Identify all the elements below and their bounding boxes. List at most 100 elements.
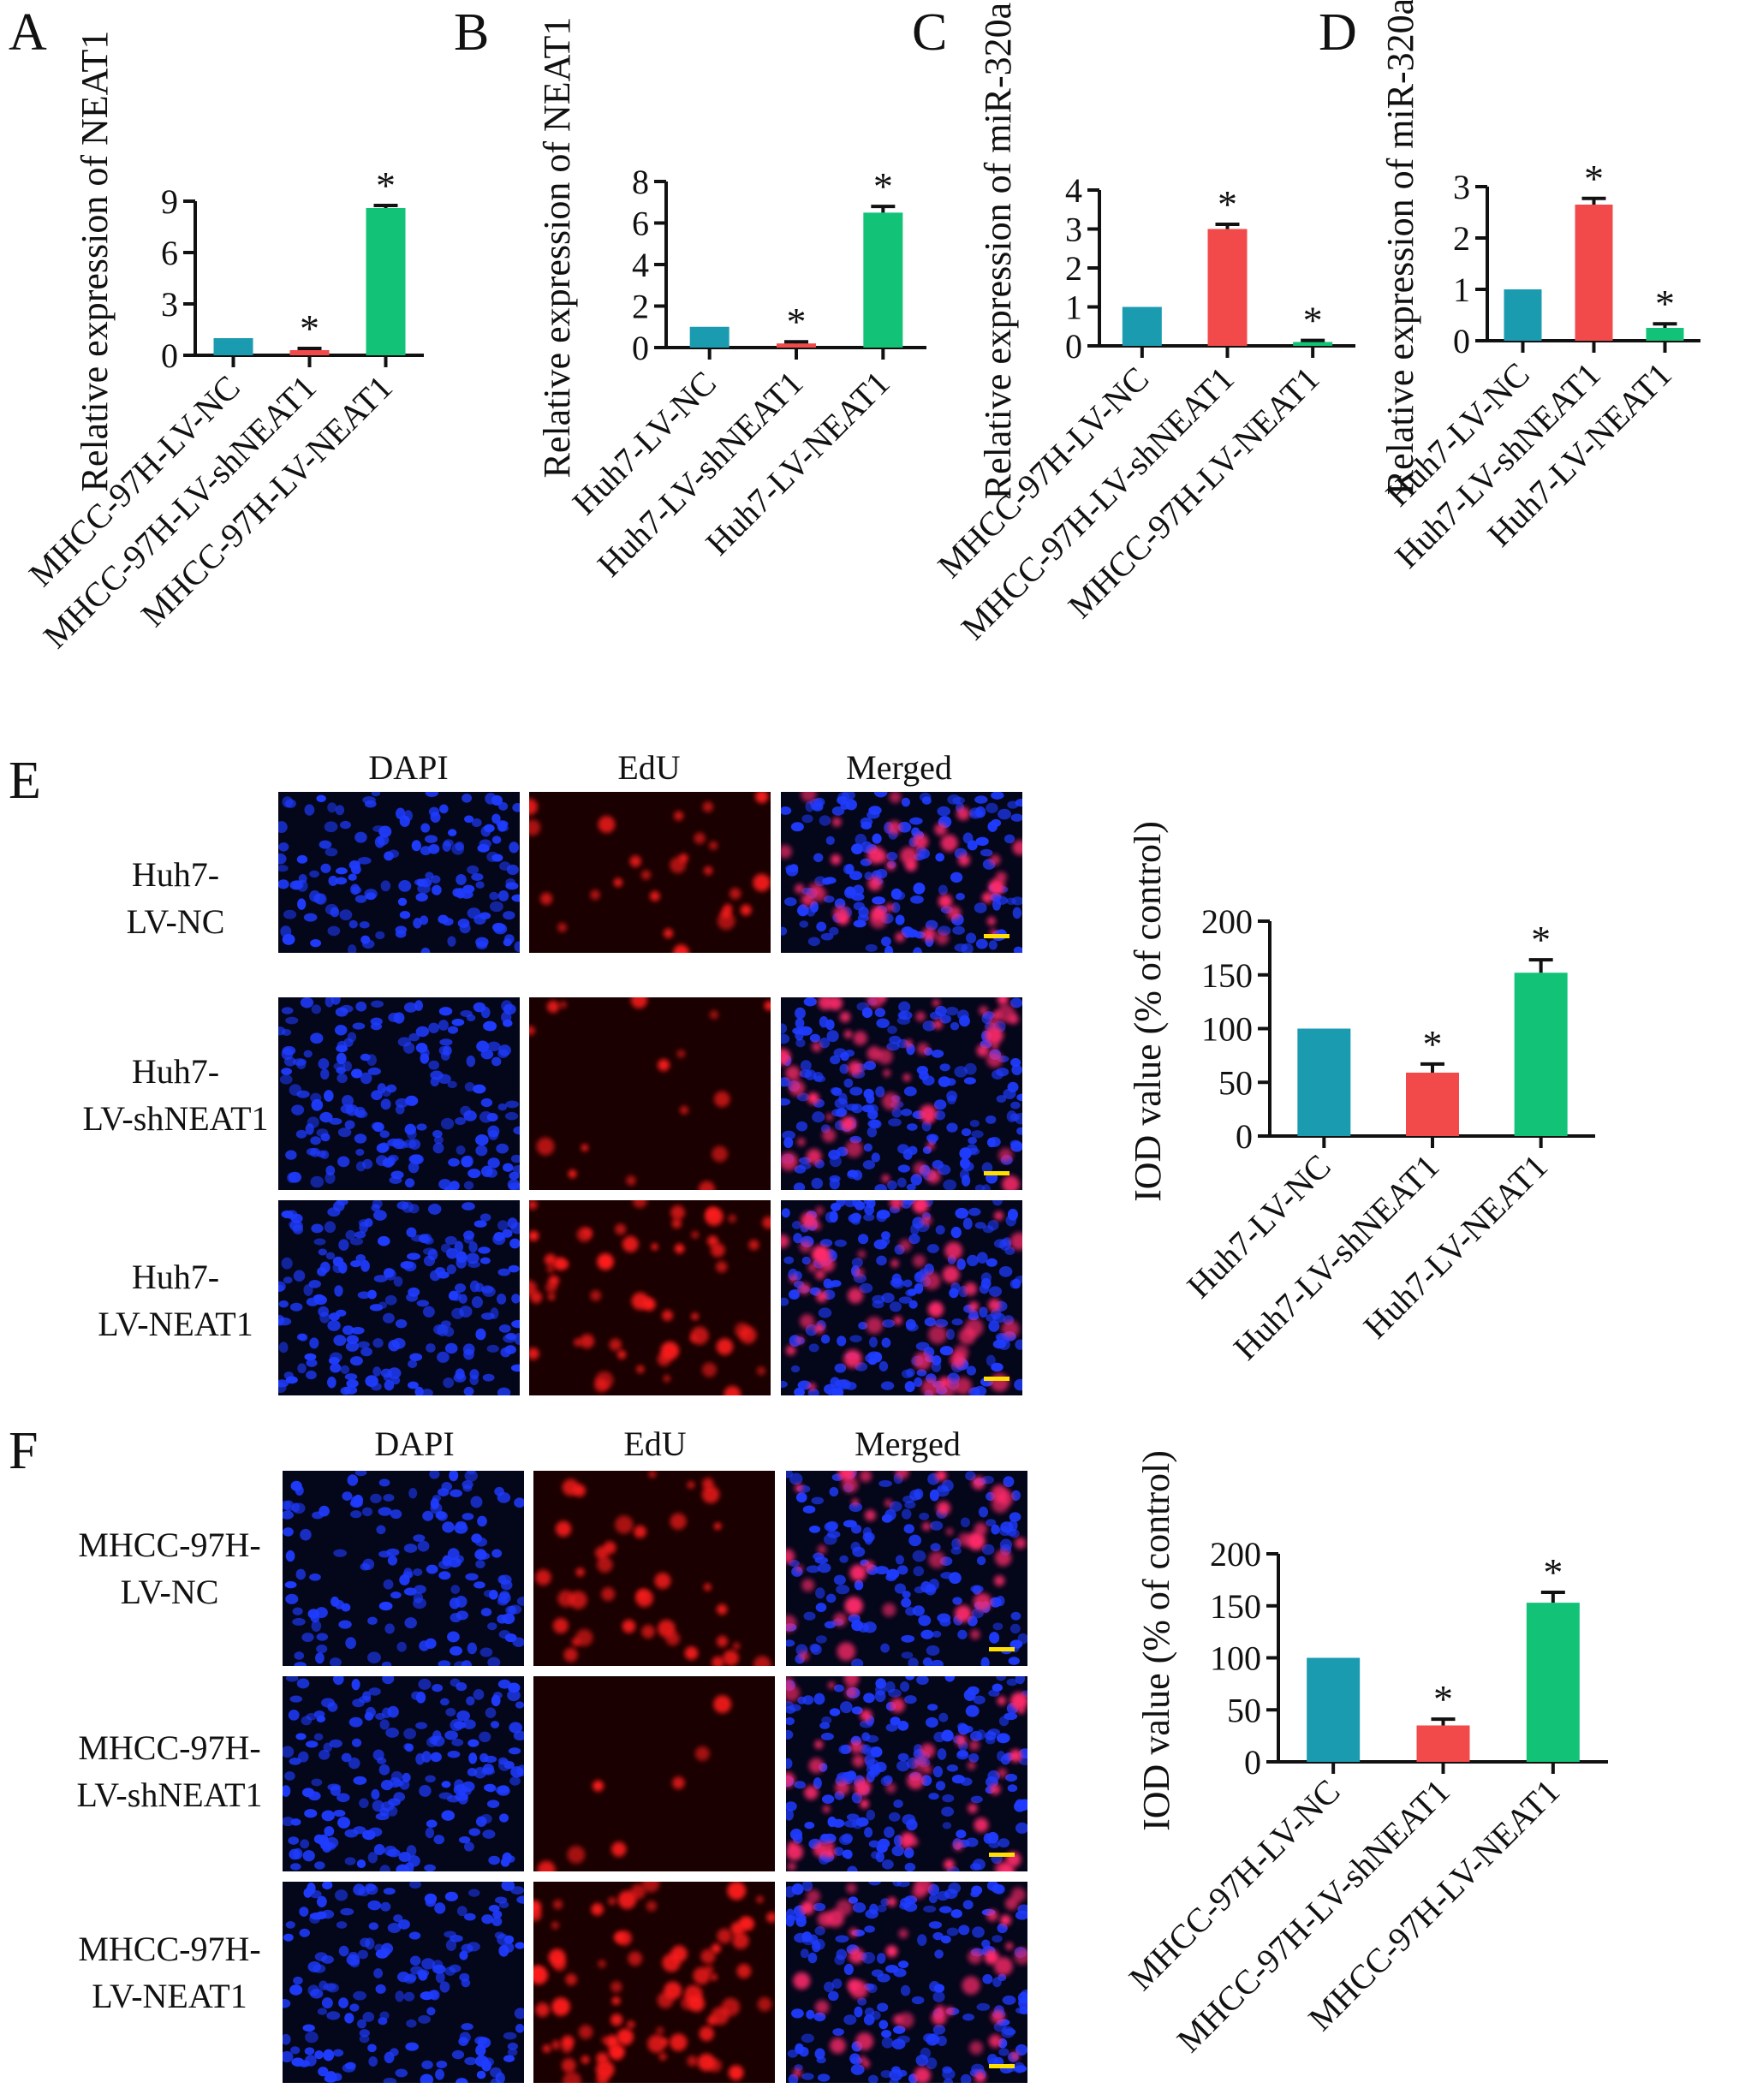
nucleus — [420, 915, 429, 925]
edu-signal — [785, 1065, 801, 1081]
nucleus — [432, 1142, 444, 1154]
nucleus — [360, 1562, 371, 1571]
nucleus — [956, 1258, 966, 1270]
nucleus — [939, 1063, 950, 1072]
nucleus — [342, 1325, 354, 1336]
nucleus — [965, 1471, 976, 1481]
nucleus — [390, 1170, 404, 1180]
nucleus — [382, 1157, 395, 1168]
cell-layer — [283, 1471, 524, 1666]
bar-huh7-lv-nc — [689, 326, 730, 348]
nucleus — [855, 1817, 869, 1827]
nucleus — [447, 1026, 459, 1034]
nucleus — [827, 1816, 837, 1828]
nucleus — [794, 1164, 807, 1174]
row-label-line2: LV-shNEAT1 — [82, 1099, 268, 1138]
edu-signal — [786, 1772, 795, 1788]
edu-signal — [953, 1344, 969, 1360]
nucleus — [850, 1541, 861, 1552]
nucleus — [310, 1988, 324, 1999]
nucleus — [443, 1377, 455, 1389]
edu-signal — [622, 1235, 639, 1252]
nucleus — [868, 806, 882, 815]
nucleus — [943, 1179, 957, 1190]
nucleus — [1009, 1623, 1021, 1634]
nucleus — [380, 1801, 395, 1811]
nucleus — [380, 1901, 391, 1912]
nucleus — [851, 1706, 863, 1715]
edu-signal — [575, 1568, 585, 1577]
nucleus — [283, 1746, 295, 1758]
edu-signal — [529, 1200, 538, 1210]
nucleus — [974, 806, 986, 818]
nucleus — [284, 799, 296, 808]
edu-signal — [852, 1755, 865, 1768]
nucleus — [867, 1984, 878, 1993]
nucleus — [420, 2073, 434, 2083]
nucleus — [891, 1273, 902, 1285]
edu-signal — [859, 1471, 872, 1483]
nucleus — [1007, 800, 1019, 809]
nucleus — [422, 1233, 432, 1244]
nucleus — [998, 1526, 1011, 1536]
nucleus — [866, 1200, 876, 1209]
row-label-line2: LV-NEAT1 — [98, 1305, 253, 1343]
nucleus — [479, 839, 491, 849]
nucleus — [454, 1240, 464, 1253]
nucleus — [349, 2003, 360, 2012]
nucleus — [900, 1681, 910, 1692]
nucleus — [815, 1635, 827, 1644]
edu-signal — [786, 1549, 795, 1564]
edu-signal — [551, 2040, 562, 2050]
nucleus — [781, 1208, 790, 1218]
nucleus — [422, 1247, 437, 1256]
nucleus — [837, 1336, 847, 1347]
nucleus — [403, 1974, 416, 1984]
edu-signal — [968, 1740, 980, 1751]
nucleus — [475, 1133, 489, 1146]
nucleus — [319, 1111, 333, 1123]
cell-layer — [283, 1882, 524, 2083]
nucleus — [322, 1882, 333, 1890]
nucleus — [781, 1380, 788, 1389]
nucleus — [876, 1255, 887, 1266]
cell-layer — [278, 997, 520, 1190]
edu-signal — [764, 1001, 771, 1011]
nucleus — [985, 1735, 996, 1745]
nucleus — [981, 1162, 993, 1174]
nucleus — [468, 1241, 478, 1253]
nucleus — [1006, 1678, 1018, 1687]
nucleus — [806, 2009, 815, 2020]
edu-signal — [662, 1310, 673, 1321]
nucleus — [475, 881, 485, 889]
nucleus — [415, 1691, 426, 1704]
nucleus — [875, 1851, 884, 1863]
edu-signal — [849, 1948, 865, 1964]
nucleus — [399, 910, 411, 919]
nucleus — [874, 1566, 889, 1575]
nucleus — [801, 814, 813, 824]
nucleus — [360, 1937, 371, 1948]
nucleus — [892, 2026, 906, 2034]
edu-signal — [890, 1259, 899, 1268]
bar-huh7-lv-shneat1 — [777, 343, 816, 348]
nucleus — [1009, 1512, 1021, 1522]
edu-signal — [616, 1350, 627, 1359]
y-tick-label: 1 — [1453, 271, 1470, 309]
y-tick-label: 3 — [1065, 211, 1082, 249]
nucleus — [961, 1127, 972, 1137]
nucleus — [950, 1909, 962, 1919]
edu-signal — [716, 1261, 728, 1273]
nucleus — [371, 1788, 380, 1800]
nucleus — [408, 1488, 418, 1499]
nucleus — [896, 1760, 910, 1772]
nucleus — [496, 1143, 509, 1154]
nucleus — [416, 878, 426, 887]
nucleus — [865, 1909, 878, 1919]
nucleus — [359, 2029, 370, 2038]
nucleus — [462, 884, 475, 894]
nucleus — [345, 1637, 356, 1650]
edu-signal — [694, 1746, 710, 1761]
nucleus — [1009, 1279, 1020, 1289]
